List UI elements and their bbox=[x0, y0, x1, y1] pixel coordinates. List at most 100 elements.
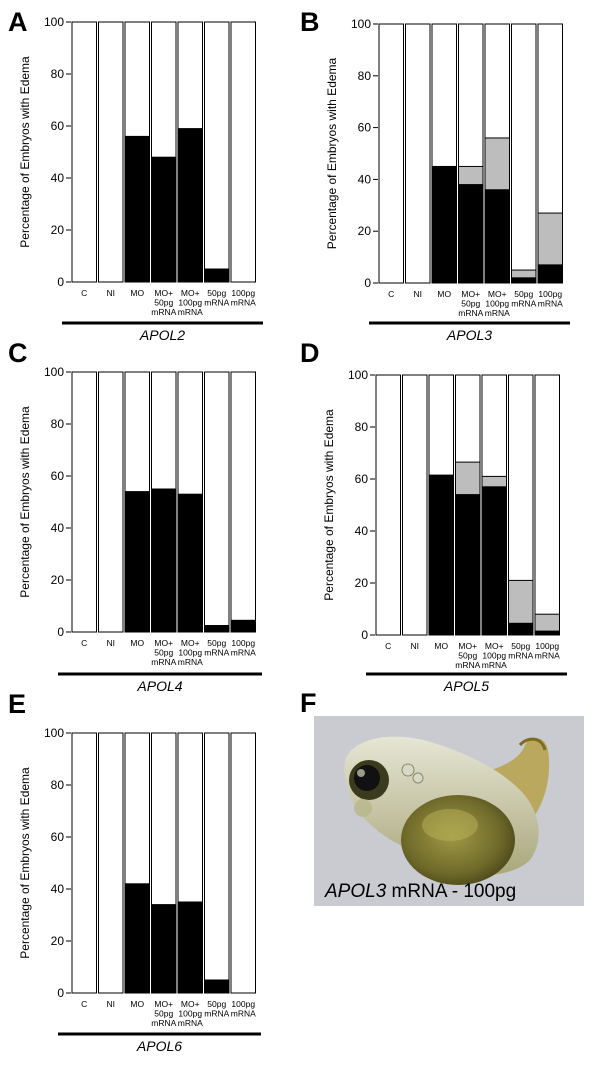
category-label-line: mRNA bbox=[535, 651, 560, 661]
category-label: 50pg mRNA bbox=[204, 999, 229, 1019]
bar-segment-black bbox=[511, 277, 537, 284]
category-label-line: mRNA bbox=[231, 648, 256, 658]
category-label-line: 100pg bbox=[231, 638, 255, 648]
bar-segment-black bbox=[537, 264, 563, 284]
bar-segment-black bbox=[177, 901, 203, 994]
category-label-line: 100pg bbox=[538, 289, 562, 299]
category-label-line: MO+ bbox=[181, 288, 200, 298]
gene-label: APOL2 bbox=[139, 327, 185, 343]
category-label: MO+ 50pg mRNA bbox=[151, 999, 176, 1028]
bar-segment-black bbox=[177, 493, 203, 633]
category-label-line: 50pg bbox=[458, 651, 477, 661]
category-label-line: 100pg bbox=[485, 299, 509, 309]
bar-outline bbox=[204, 21, 230, 283]
category-label-line: 50pg bbox=[154, 648, 173, 658]
y-tick-label: 60 bbox=[51, 830, 65, 844]
y-axis-label: Percentage of Embryos with Edema bbox=[18, 406, 32, 598]
y-tick-label: 40 bbox=[51, 882, 65, 896]
bar-outline bbox=[375, 374, 401, 636]
category-label-line: mRNA bbox=[511, 299, 536, 309]
y-tick-label: 0 bbox=[57, 625, 64, 639]
category-label-line: 50pg bbox=[207, 638, 226, 648]
photo-caption-rest: mRNA - 100pg bbox=[386, 881, 516, 902]
bar-segment-black bbox=[177, 128, 203, 283]
category-label-line: 50pg bbox=[154, 1009, 173, 1019]
bar-segment-black bbox=[534, 630, 560, 636]
category-label: C bbox=[81, 999, 87, 1009]
chart-panel-E: E Percentage of Embryos with Edema 0 20 40 60… bbox=[8, 689, 261, 1054]
category-label-line: MO bbox=[130, 999, 144, 1009]
category-label-line: 100pg bbox=[178, 298, 202, 308]
category-label-line: mRNA bbox=[538, 299, 563, 309]
category-label-line: mRNA bbox=[458, 308, 483, 318]
photo-caption-gene: APOL3 bbox=[324, 881, 387, 902]
category-label-line: mRNA bbox=[178, 307, 203, 317]
category-label: 100pg mRNA bbox=[231, 288, 256, 308]
gene-label: APOL4 bbox=[136, 678, 182, 694]
embryo-photo-panel: F bbox=[300, 688, 584, 906]
category-label-line: MO bbox=[437, 289, 451, 299]
category-label: NI bbox=[107, 999, 116, 1009]
chart-panel-B: B Percentage of Embryos with Edema 0 20 40 60… bbox=[300, 7, 570, 343]
y-tick-label: 80 bbox=[358, 69, 372, 83]
y-axis-label: Percentage of Embryos with Edema bbox=[325, 57, 339, 249]
category-label: MO bbox=[130, 638, 144, 648]
category-label-line: MO+ bbox=[485, 641, 504, 651]
category-label-line: MO+ bbox=[154, 638, 173, 648]
category-label: C bbox=[81, 288, 87, 298]
category-label-line: MO+ bbox=[154, 288, 173, 298]
panel-letter-D: D bbox=[300, 338, 320, 368]
category-label: MO+ 50pg mRNA bbox=[151, 288, 176, 317]
category-label-line: mRNA bbox=[231, 1009, 256, 1019]
category-label-line: mRNA bbox=[151, 657, 176, 667]
bar-outline bbox=[405, 23, 431, 284]
category-label: NI bbox=[107, 638, 116, 648]
bar-segment-black bbox=[151, 488, 177, 633]
category-label-line: mRNA bbox=[482, 660, 507, 670]
bar-outline bbox=[534, 374, 560, 636]
y-tick-label: 20 bbox=[358, 224, 372, 238]
category-label-line: 100pg bbox=[231, 288, 255, 298]
bar-segment-grey bbox=[481, 475, 507, 488]
category-label-line: mRNA bbox=[204, 648, 229, 658]
bar-segment-black bbox=[455, 494, 481, 636]
bar-segment-black bbox=[151, 156, 177, 283]
category-label: 50pg mRNA bbox=[511, 289, 536, 309]
category-label: 100pg mRNA bbox=[231, 638, 256, 658]
category-label-line: MO bbox=[130, 638, 144, 648]
category-label: C bbox=[81, 638, 87, 648]
category-label: MO bbox=[437, 289, 451, 299]
category-label-line: 100pg bbox=[178, 648, 202, 658]
bar-outline bbox=[204, 732, 230, 994]
category-label: NI bbox=[107, 288, 116, 298]
category-label-line: 50pg bbox=[461, 299, 480, 309]
category-label: C bbox=[385, 641, 391, 651]
category-label: NI bbox=[411, 641, 420, 651]
y-tick-label: 40 bbox=[355, 524, 369, 538]
y-tick-label: 80 bbox=[355, 420, 369, 434]
bar-segment-black bbox=[151, 904, 177, 994]
bar-segment-grey bbox=[534, 613, 560, 632]
bar-outline bbox=[511, 23, 537, 284]
category-label-line: C bbox=[81, 288, 87, 298]
category-label-line: mRNA bbox=[178, 1018, 203, 1028]
bar-segment-black bbox=[204, 625, 230, 633]
y-axis-label: Percentage of Embryos with Edema bbox=[322, 409, 336, 601]
y-tick-label: 60 bbox=[51, 119, 65, 133]
y-tick-label: 0 bbox=[57, 986, 64, 1000]
bar-segment-grey bbox=[458, 165, 484, 186]
category-label-line: MO+ bbox=[181, 638, 200, 648]
y-tick-label: 20 bbox=[355, 576, 369, 590]
bar-segment-grey bbox=[508, 579, 534, 624]
y-axis-label: Percentage of Embryos with Edema bbox=[18, 56, 32, 248]
category-label-line: 100pg bbox=[178, 1009, 202, 1019]
category-label: 100pg mRNA bbox=[538, 289, 563, 309]
y-tick-label: 20 bbox=[51, 573, 65, 587]
category-label-line: mRNA bbox=[485, 308, 510, 318]
bar-segment-black bbox=[124, 883, 150, 994]
category-label-line: 50pg bbox=[207, 999, 226, 1009]
category-label: 50pg mRNA bbox=[204, 288, 229, 308]
category-label: MO+ 100pg mRNA bbox=[178, 288, 203, 317]
y-tick-label: 20 bbox=[51, 223, 65, 237]
y-tick-label: 100 bbox=[44, 365, 64, 379]
